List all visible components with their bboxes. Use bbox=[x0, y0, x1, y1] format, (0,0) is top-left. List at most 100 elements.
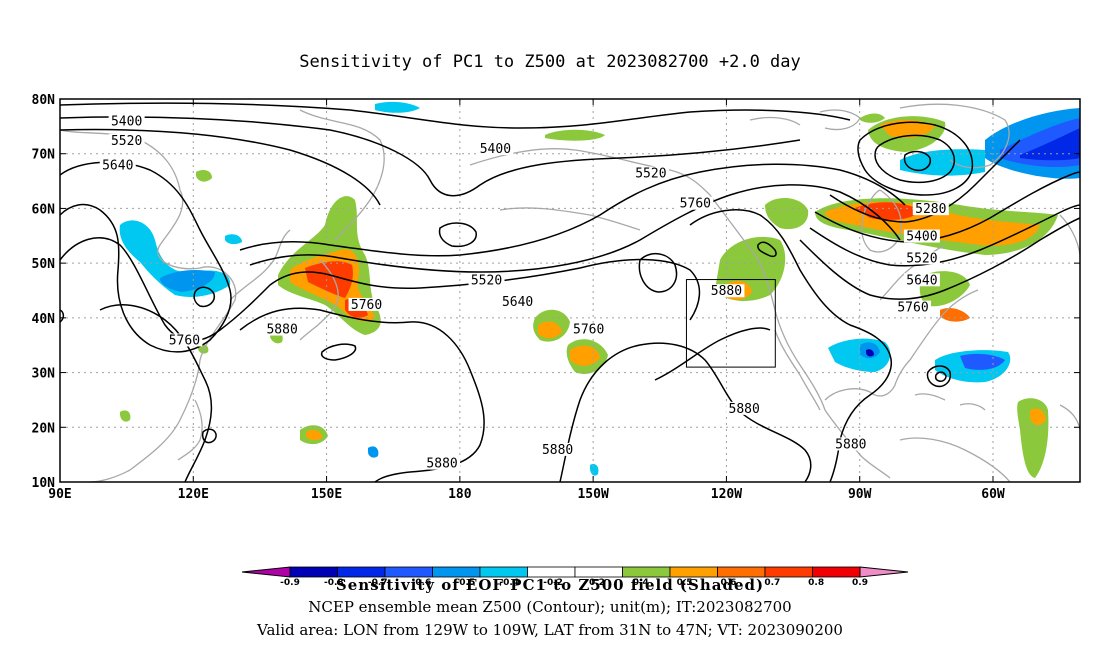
shade-orange-newfoundland bbox=[940, 307, 970, 322]
contour-5880-pac bbox=[239, 307, 485, 483]
contour-label-bg bbox=[264, 322, 301, 336]
colorbar-label: -0.8 bbox=[324, 578, 344, 588]
shade-green-siberia bbox=[196, 170, 212, 182]
shade-lightblue-arctic bbox=[375, 101, 420, 113]
contour-label: 5400 bbox=[480, 142, 511, 157]
contour-label-bg bbox=[903, 251, 940, 265]
lon-tick-label: 90E bbox=[48, 487, 71, 502]
contour-label: 5880 bbox=[729, 402, 760, 417]
colorbar-label: 0.9 bbox=[852, 578, 868, 588]
colorbar-label: -0.5 bbox=[456, 578, 476, 588]
lat-tick-label: 80N bbox=[32, 93, 56, 108]
shade-navy-northeast bbox=[1020, 128, 1080, 161]
colorbar-label: 0.7 bbox=[764, 578, 780, 588]
shade-red-japan bbox=[305, 261, 353, 298]
contour-label: 5880 bbox=[266, 323, 297, 338]
footer-line-2: NCEP ensemble mean Z500 (Contour); unit(… bbox=[308, 598, 792, 616]
colorbar-label: -0.2 bbox=[543, 578, 563, 588]
contour-5400 bbox=[59, 102, 851, 129]
lat-tick-label: 30N bbox=[32, 367, 56, 382]
lat-tick-label: 50N bbox=[32, 257, 56, 272]
colorbar-label: 0.8 bbox=[808, 578, 824, 588]
contour-5280-low-mid bbox=[874, 134, 956, 184]
lat-tick-label: 10N bbox=[32, 476, 56, 491]
contour-label: 5520 bbox=[635, 167, 666, 182]
lon-tick-label: 150E bbox=[311, 487, 342, 502]
contour-5760-asia bbox=[59, 237, 701, 342]
footer-line-1: Sensitivity of EOF PC1 to Z500 field (Sh… bbox=[335, 576, 765, 594]
contour-label-bg bbox=[99, 158, 136, 172]
contour-label: 5880 bbox=[711, 284, 742, 299]
shade-green-arctic2 bbox=[860, 113, 885, 123]
contour-label-bg bbox=[539, 442, 576, 456]
shade-orange-atlantic-south bbox=[1030, 408, 1046, 426]
contour-label-bg bbox=[912, 202, 949, 216]
contour-label-bg bbox=[895, 300, 932, 314]
contour-5640-east bbox=[809, 204, 1081, 267]
shade-orange-pac2 bbox=[570, 345, 600, 366]
contour-5520-mid bbox=[239, 163, 906, 257]
shade-lightblue-canada-east bbox=[900, 149, 985, 176]
contour-5520-low-center bbox=[438, 222, 477, 248]
contour-label-bg bbox=[424, 456, 461, 470]
latitude-axis: 80N 70N 60N 50N 40N 30N 20N 10N bbox=[32, 93, 1080, 491]
shade-orange-centralpac bbox=[538, 321, 562, 339]
contour-label: 5880 bbox=[542, 443, 573, 458]
colorbar-label: 0.6 bbox=[720, 578, 736, 588]
contour-label: 5640 bbox=[102, 158, 133, 173]
contour-west-loop bbox=[59, 161, 232, 353]
colorbar: -0.9 -0.8 -0.7 -0.6 -0.5 -0.4 -0.2 0.2 0.4 0.5 0.6… bbox=[241, 566, 909, 588]
shade-blue-china bbox=[160, 270, 215, 292]
contour-label-bg bbox=[632, 166, 669, 180]
lat-tick-label: 40N bbox=[32, 312, 56, 327]
shade-navy-eastus bbox=[866, 349, 874, 357]
lon-tick-label: 60W bbox=[981, 487, 1005, 502]
contour-label: 5760 bbox=[351, 298, 382, 313]
contour-pac-small bbox=[320, 343, 357, 361]
lon-tick-label: 180 bbox=[448, 487, 472, 502]
contour-label-bg bbox=[108, 133, 145, 147]
shade-green-bering bbox=[545, 129, 605, 141]
contour-5520-east bbox=[814, 171, 1081, 243]
lat-tick-label: 70N bbox=[32, 148, 56, 163]
contour-5280-low-outer bbox=[857, 121, 974, 196]
contour-atlantic-low bbox=[926, 365, 952, 388]
footer-line-3: Valid area: LON from 129W to 109W, LAT f… bbox=[257, 621, 843, 639]
shade-orange-pac-south bbox=[306, 430, 322, 441]
z500-contours bbox=[59, 102, 1081, 483]
contour-5880-west bbox=[99, 304, 213, 483]
contour-label: 5880 bbox=[426, 457, 457, 472]
contour-asia-low bbox=[193, 286, 216, 308]
contour-label-bg bbox=[677, 196, 714, 210]
contour-alaska-small bbox=[757, 241, 777, 258]
contour-label: 5760 bbox=[169, 333, 200, 348]
map-title: Sensitivity of PC1 to Z500 at 2023082700… bbox=[299, 52, 801, 72]
colorbar-label: 0.2 bbox=[589, 578, 605, 588]
contour-label: 5520 bbox=[471, 273, 502, 288]
contour-5760-pac-low bbox=[638, 253, 678, 293]
contour-label-bg bbox=[903, 229, 940, 243]
longitude-axis: 90E 120E 150E 180 150W 120W 90W 60W bbox=[48, 99, 1005, 502]
contour-5760-east bbox=[799, 217, 1081, 300]
contour-5280-low-inner bbox=[903, 150, 932, 172]
colorbar-label: 0.5 bbox=[677, 578, 693, 588]
contour-label-bg bbox=[468, 273, 505, 287]
contour-label: 5640 bbox=[502, 295, 533, 310]
lat-tick-label: 20N bbox=[32, 421, 56, 436]
contour-taiwan-low bbox=[201, 428, 217, 444]
contour-5880-us bbox=[654, 327, 771, 381]
contour-label: 5520 bbox=[111, 134, 142, 149]
valid-area-box bbox=[685, 279, 776, 368]
shade-green-philippines bbox=[120, 410, 131, 422]
contour-label-bg bbox=[570, 322, 607, 336]
contour-west-edge bbox=[59, 309, 65, 323]
colorbar-label: -0.9 bbox=[280, 578, 300, 588]
colorbar-label: -0.4 bbox=[499, 578, 519, 588]
contour-label-bg bbox=[166, 333, 203, 347]
contour-label-bg bbox=[499, 295, 536, 309]
contour-label-bg bbox=[708, 284, 745, 298]
shade-lightblue-mongolia bbox=[225, 234, 242, 245]
shade-blue-pac-small2 bbox=[590, 464, 599, 476]
